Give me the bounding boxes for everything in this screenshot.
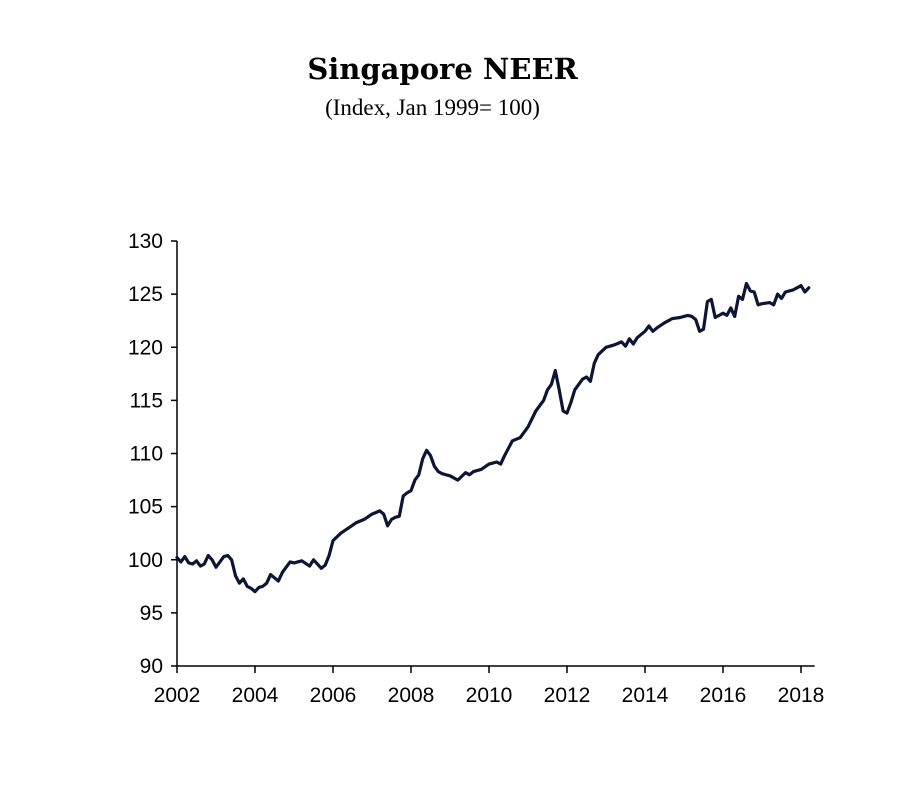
y-tick-label: 120 [128, 336, 163, 359]
x-tick-label: 2004 [232, 684, 279, 707]
y-tick-label: 130 [128, 230, 163, 253]
chart-subtitle: (Index, Jan 1999= 100) [325, 95, 540, 120]
neer-series-line [175, 281, 811, 594]
x-tick-label: 2014 [622, 684, 669, 707]
y-tick-label: 90 [140, 655, 163, 678]
chart-title: Singapore NEER [307, 52, 578, 86]
x-tick-label: 2016 [700, 684, 747, 707]
y-tick-label: 115 [130, 389, 163, 412]
x-tick-label: 2012 [544, 684, 591, 707]
x-tick-label: 2010 [466, 684, 513, 707]
y-tick-label: 105 [128, 496, 163, 519]
y-tick-label: 100 [128, 549, 163, 572]
y-tick-label: 95 [140, 602, 163, 625]
x-tick-label: 2018 [778, 684, 825, 707]
x-tick-label: 2002 [154, 684, 201, 707]
y-tick-label: 125 [128, 283, 163, 306]
x-tick-label: 2006 [310, 684, 357, 707]
y-tick-label: 110 [130, 443, 163, 466]
x-tick-label: 2008 [388, 684, 435, 707]
